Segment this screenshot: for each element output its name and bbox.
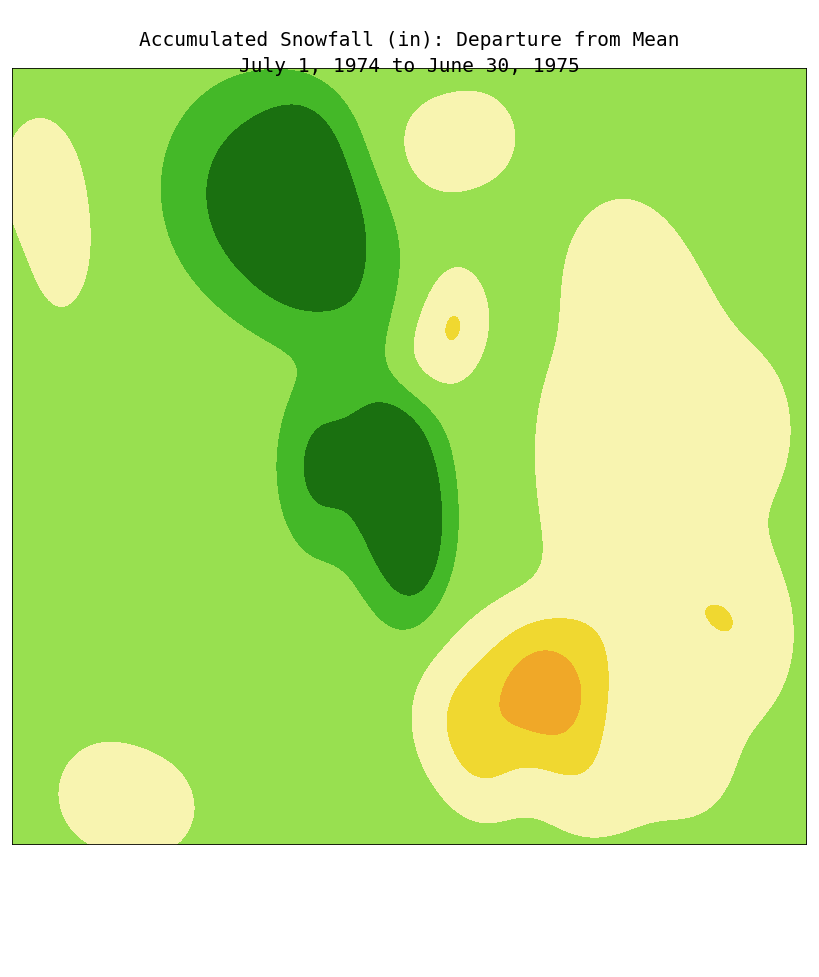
Text: July 1, 1974 to June 30, 1975: July 1, 1974 to June 30, 1975 <box>239 57 580 75</box>
Text: Accumulated Snowfall (in): Departure from Mean: Accumulated Snowfall (in): Departure fro… <box>139 31 680 50</box>
